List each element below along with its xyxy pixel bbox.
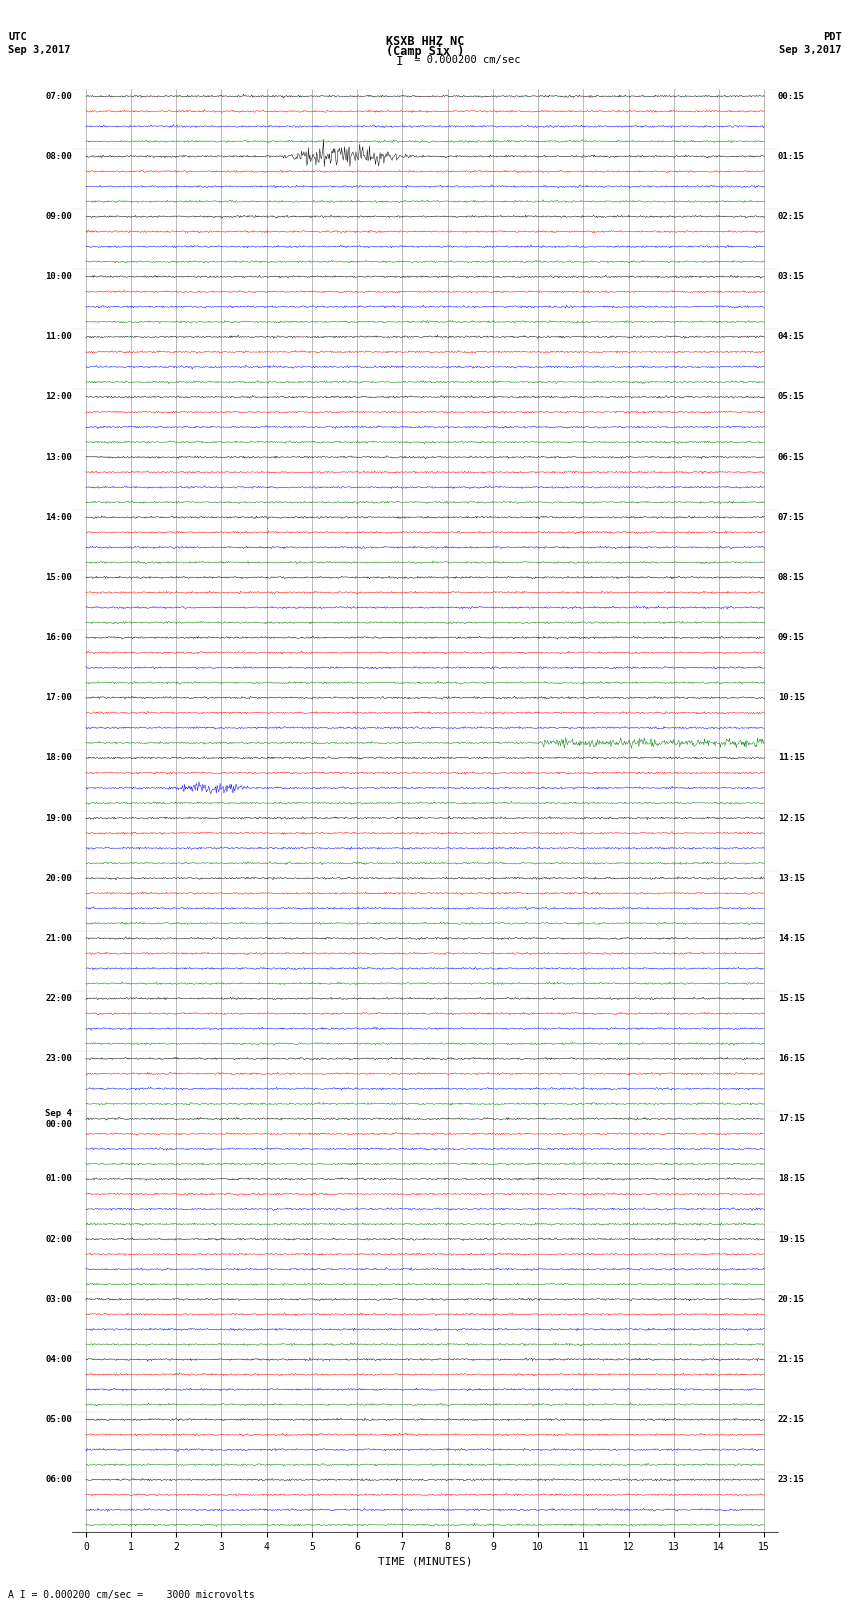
Text: 18:00: 18:00 <box>45 753 72 763</box>
Text: 19:00: 19:00 <box>45 813 72 823</box>
Text: 16:00: 16:00 <box>45 632 72 642</box>
Text: = 0.000200 cm/sec: = 0.000200 cm/sec <box>408 55 520 65</box>
Text: I: I <box>396 55 403 68</box>
Text: 12:15: 12:15 <box>778 813 805 823</box>
Text: 14:00: 14:00 <box>45 513 72 521</box>
Text: 05:15: 05:15 <box>778 392 805 402</box>
Text: A I = 0.000200 cm/sec =    3000 microvolts: A I = 0.000200 cm/sec = 3000 microvolts <box>8 1590 255 1600</box>
Text: 11:15: 11:15 <box>778 753 805 763</box>
Text: PDT
Sep 3,2017: PDT Sep 3,2017 <box>779 32 842 55</box>
Text: KSXB HHZ NC: KSXB HHZ NC <box>386 35 464 48</box>
Text: 20:00: 20:00 <box>45 874 72 882</box>
Text: 06:15: 06:15 <box>778 453 805 461</box>
Text: Sep 4
00:00: Sep 4 00:00 <box>45 1110 72 1129</box>
Text: 10:00: 10:00 <box>45 273 72 281</box>
Text: 17:15: 17:15 <box>778 1115 805 1123</box>
Text: 22:15: 22:15 <box>778 1415 805 1424</box>
Text: 19:15: 19:15 <box>778 1234 805 1244</box>
Text: 09:00: 09:00 <box>45 211 72 221</box>
Text: 05:00: 05:00 <box>45 1415 72 1424</box>
Text: 18:15: 18:15 <box>778 1174 805 1184</box>
Text: 17:00: 17:00 <box>45 694 72 702</box>
Text: 20:15: 20:15 <box>778 1295 805 1303</box>
Text: 07:00: 07:00 <box>45 92 72 100</box>
Text: 14:15: 14:15 <box>778 934 805 944</box>
Text: 04:00: 04:00 <box>45 1355 72 1365</box>
Text: 15:00: 15:00 <box>45 573 72 582</box>
Text: 03:00: 03:00 <box>45 1295 72 1303</box>
X-axis label: TIME (MINUTES): TIME (MINUTES) <box>377 1557 473 1566</box>
Text: 01:00: 01:00 <box>45 1174 72 1184</box>
Text: 09:15: 09:15 <box>778 632 805 642</box>
Text: 08:00: 08:00 <box>45 152 72 161</box>
Text: 16:15: 16:15 <box>778 1055 805 1063</box>
Text: 03:15: 03:15 <box>778 273 805 281</box>
Text: 06:00: 06:00 <box>45 1476 72 1484</box>
Text: 10:15: 10:15 <box>778 694 805 702</box>
Text: UTC
Sep 3,2017: UTC Sep 3,2017 <box>8 32 71 55</box>
Text: (Camp Six ): (Camp Six ) <box>386 45 464 58</box>
Text: 02:15: 02:15 <box>778 211 805 221</box>
Text: 21:00: 21:00 <box>45 934 72 944</box>
Text: 12:00: 12:00 <box>45 392 72 402</box>
Text: 13:00: 13:00 <box>45 453 72 461</box>
Text: 02:00: 02:00 <box>45 1234 72 1244</box>
Text: 08:15: 08:15 <box>778 573 805 582</box>
Text: 04:15: 04:15 <box>778 332 805 342</box>
Text: 23:15: 23:15 <box>778 1476 805 1484</box>
Text: 15:15: 15:15 <box>778 994 805 1003</box>
Text: 11:00: 11:00 <box>45 332 72 342</box>
Text: 21:15: 21:15 <box>778 1355 805 1365</box>
Text: 01:15: 01:15 <box>778 152 805 161</box>
Text: 22:00: 22:00 <box>45 994 72 1003</box>
Text: 07:15: 07:15 <box>778 513 805 521</box>
Text: 13:15: 13:15 <box>778 874 805 882</box>
Text: 23:00: 23:00 <box>45 1055 72 1063</box>
Text: 00:15: 00:15 <box>778 92 805 100</box>
